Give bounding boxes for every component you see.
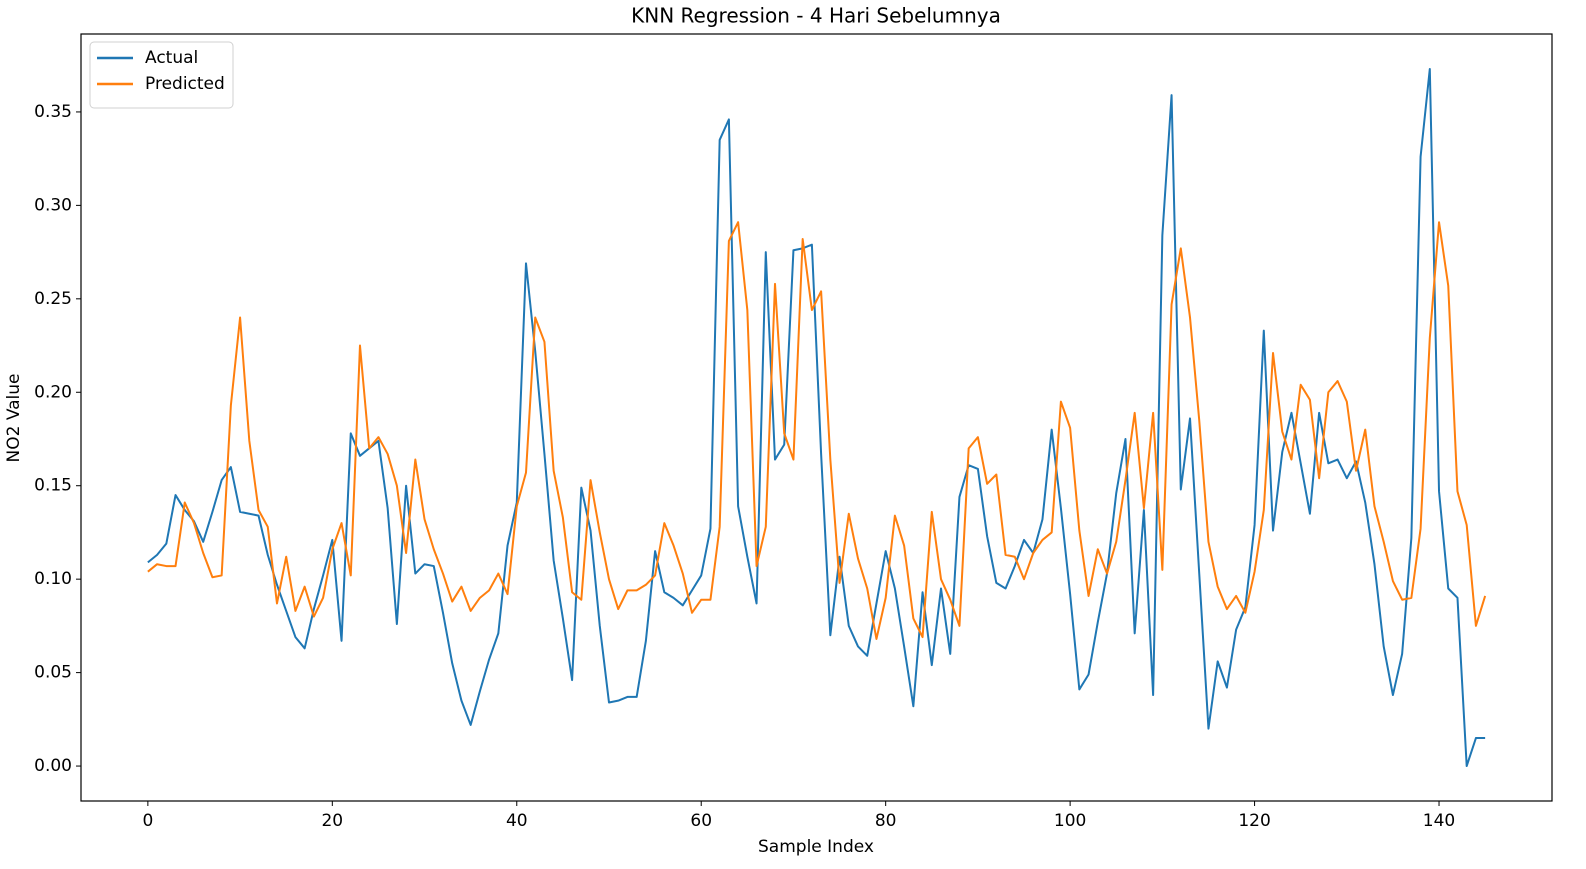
- x-tick-label: 140: [1423, 811, 1455, 831]
- y-tick-label: 0.30: [34, 195, 72, 215]
- y-tick-label: 0.00: [34, 756, 72, 776]
- y-tick-label: 0.25: [34, 289, 72, 309]
- y-tick-label: 0.20: [34, 382, 72, 402]
- y-tick-label: 0.10: [34, 569, 72, 589]
- x-tick-label: 0: [142, 811, 153, 831]
- series-line: [147, 221, 1487, 640]
- x-tick-label: 20: [321, 811, 343, 831]
- legend-label: Predicted: [145, 74, 225, 94]
- x-axis-label: Sample Index: [758, 837, 874, 857]
- x-tick-label: 80: [875, 811, 897, 831]
- y-axis-label: NO2 Value: [4, 373, 24, 462]
- legend-label: Actual: [145, 48, 198, 68]
- series-line: [147, 67, 1486, 768]
- x-tick-label: 100: [1054, 811, 1086, 831]
- y-tick-label: 0.35: [34, 102, 72, 122]
- x-tick-label: 40: [506, 811, 528, 831]
- plot-frame: [80, 33, 1553, 802]
- y-tick-label: 0.05: [34, 663, 72, 683]
- x-tick-label: 60: [690, 811, 712, 831]
- y-tick-label: 0.15: [34, 476, 72, 496]
- x-tick-label: 120: [1238, 811, 1270, 831]
- chart-title: KNN Regression - 4 Hari Sebelumnya: [631, 4, 1001, 28]
